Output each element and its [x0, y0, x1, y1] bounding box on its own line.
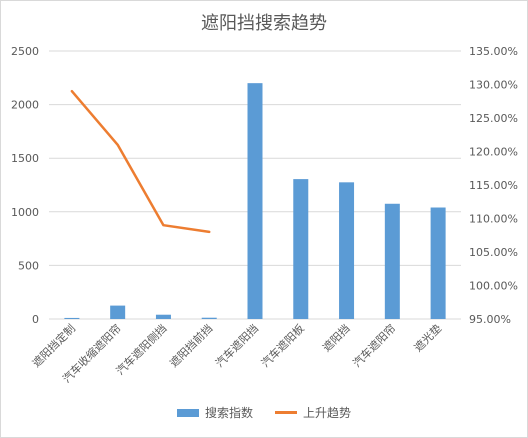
- chart-title: 遮阳挡搜索趋势: [201, 13, 327, 34]
- bar: [201, 317, 217, 319]
- bar: [293, 179, 309, 319]
- legend-item-search-index: 搜索指数: [176, 404, 253, 421]
- trend-line: [70, 89, 211, 234]
- left-axis-tick-label: 1000: [11, 206, 39, 219]
- right-axis-tick-label: 100.00%: [469, 280, 518, 293]
- right-axis-tick-label: 95.00%: [469, 313, 511, 326]
- bar: [64, 317, 80, 319]
- x-axis-category-label: 遮阳挡: [319, 321, 352, 354]
- left-axis-tick-label: 500: [18, 259, 39, 272]
- bar: [247, 83, 263, 319]
- legend-label-rising-trend: 上升趋势: [303, 406, 352, 420]
- right-axis-tick-label: 120.00%: [469, 146, 518, 159]
- left-axis-tick-label: 2500: [11, 45, 39, 58]
- bar: [430, 207, 446, 319]
- right-axis-tick-label: 105.00%: [469, 246, 518, 259]
- bar: [339, 182, 355, 319]
- x-axis-category-label: 汽车遮阳帘: [350, 321, 399, 370]
- left-axis-tick-label: 2000: [11, 99, 39, 112]
- legend-swatch-bar: [176, 408, 199, 417]
- right-axis-tick-label: 115.00%: [469, 179, 518, 192]
- bar: [110, 305, 126, 319]
- x-axis-category-label: 汽车遮阳挡: [212, 321, 261, 370]
- legend-label-search-index: 搜索指数: [204, 406, 253, 420]
- x-axis-category-label: 遮阳挡定制: [29, 321, 78, 370]
- left-axis-tick-label: 1500: [11, 152, 39, 165]
- bar: [155, 314, 171, 319]
- right-axis-tick-label: 130.00%: [469, 79, 518, 92]
- x-axis-category-label: 汽车遮阳板: [258, 321, 307, 370]
- right-axis-tick-label: 135.00%: [469, 45, 518, 58]
- bar: [384, 203, 400, 319]
- right-axis-tick-label: 125.00%: [469, 112, 518, 125]
- x-axis-category-label: 遮阳挡前挡: [167, 321, 216, 370]
- x-axis-category-label: 遮光垫: [411, 321, 444, 354]
- legend: 搜索指数 上升趋势: [1, 404, 527, 421]
- left-axis-tick-label: 0: [32, 313, 39, 326]
- right-axis-tick-label: 110.00%: [469, 213, 518, 226]
- legend-item-rising-trend: 上升趋势: [275, 404, 351, 421]
- legend-swatch-line: [275, 411, 297, 414]
